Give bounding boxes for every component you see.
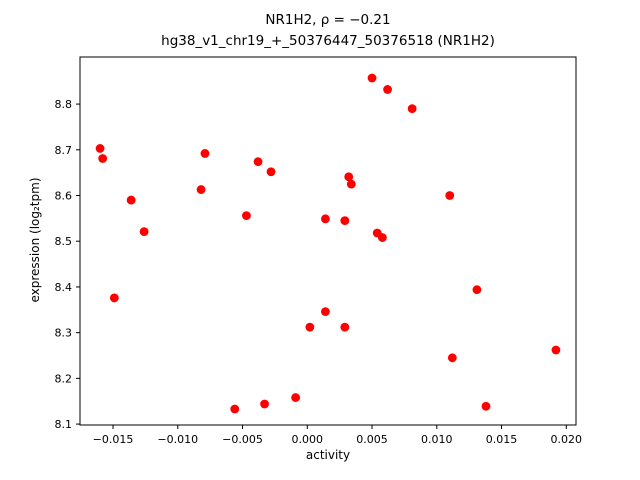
svg-text:8.3: 8.3 <box>55 327 73 340</box>
scatter-point <box>242 211 251 221</box>
scatter-point <box>551 345 561 355</box>
scatter-point <box>291 393 301 402</box>
svg-text:−0.015: −0.015 <box>93 433 134 446</box>
scatter-point <box>367 73 377 83</box>
svg-text:0.015: 0.015 <box>486 433 518 446</box>
scatter-point <box>472 285 482 295</box>
svg-text:8.4: 8.4 <box>55 281 73 294</box>
scatter-point <box>377 233 387 242</box>
svg-text:0.020: 0.020 <box>551 433 583 446</box>
scatter-point <box>305 322 315 332</box>
svg-text:8.1: 8.1 <box>55 418 73 431</box>
scatter-point <box>340 322 350 332</box>
svg-text:8.7: 8.7 <box>55 144 73 157</box>
scatter-point <box>346 179 356 189</box>
chart-title-line1: NR1H2, ρ = −0.21 <box>265 12 391 28</box>
svg-text:8.8: 8.8 <box>55 98 73 111</box>
scatter-point <box>230 404 240 414</box>
svg-text:0.000: 0.000 <box>292 433 324 446</box>
svg-text:−0.005: −0.005 <box>222 433 263 446</box>
scatter-point <box>344 172 354 182</box>
scatter-point <box>109 293 119 303</box>
scatter-point <box>447 353 457 363</box>
svg-text:8.6: 8.6 <box>55 190 73 203</box>
scatter-point <box>383 85 392 94</box>
scatter-point <box>95 144 105 153</box>
svg-text:8.5: 8.5 <box>55 235 73 248</box>
y-axis-label: expression (log₂tpm) <box>28 177 42 303</box>
svg-text:−0.010: −0.010 <box>157 433 198 446</box>
scatter-point <box>260 399 269 409</box>
scatter-point <box>321 307 330 317</box>
scatter-point <box>139 227 149 237</box>
x-axis-label: activity <box>305 448 351 462</box>
scatter-point <box>126 195 136 205</box>
svg-text:8.2: 8.2 <box>55 372 73 385</box>
scatter-point <box>340 216 350 226</box>
scatter-point <box>321 214 330 224</box>
scatter-point <box>407 104 417 114</box>
scatter-point <box>196 185 206 194</box>
chart-title: NR1H2, ρ = −0.21 hg38_v1_chr19_+_5037644… <box>80 10 576 52</box>
scatter-point <box>200 149 210 158</box>
scatter-point <box>253 157 263 167</box>
scatter-point <box>481 401 491 411</box>
svg-text:0.005: 0.005 <box>356 433 388 446</box>
svg-text:0.010: 0.010 <box>421 433 453 446</box>
scatter-point <box>98 154 108 163</box>
chart-title-line2: hg38_v1_chr19_+_50376447_50376518 (NR1H2… <box>161 33 495 49</box>
scatter-point <box>445 191 455 200</box>
scatter-point <box>266 167 276 177</box>
